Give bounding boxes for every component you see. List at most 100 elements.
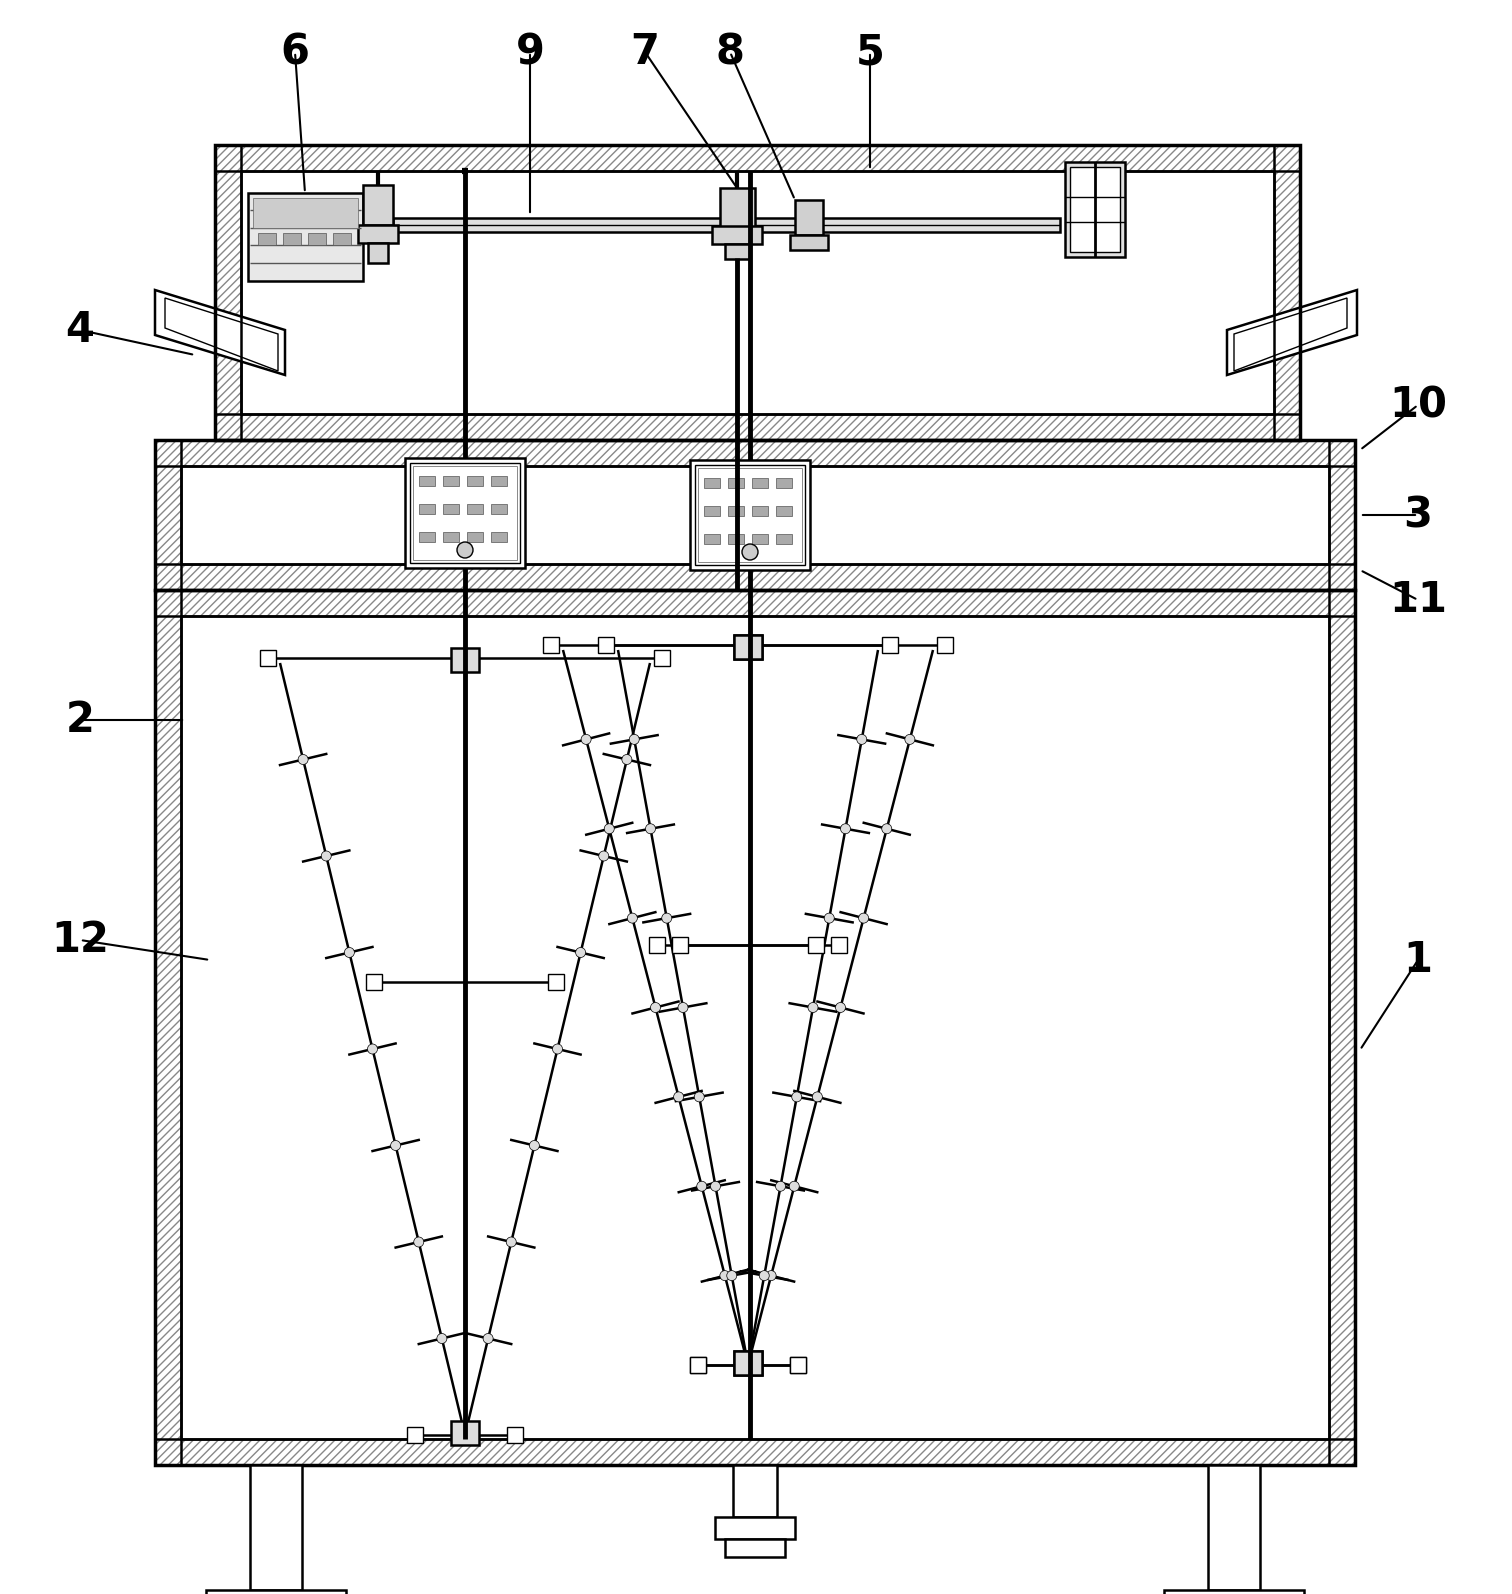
Bar <box>727 505 744 516</box>
Bar <box>715 1517 795 1538</box>
Circle shape <box>859 913 868 923</box>
Text: 1: 1 <box>1403 939 1432 980</box>
Bar <box>724 1538 785 1557</box>
Bar <box>733 1465 777 1517</box>
Circle shape <box>677 1003 688 1012</box>
Bar <box>156 564 1355 590</box>
Bar <box>367 242 389 263</box>
Circle shape <box>857 735 866 744</box>
Circle shape <box>457 542 473 558</box>
Bar <box>733 634 762 658</box>
Bar <box>1064 163 1125 257</box>
Bar <box>751 534 768 544</box>
Bar <box>215 145 1300 440</box>
Bar <box>1275 145 1300 440</box>
Bar <box>1329 440 1355 590</box>
Bar <box>1275 145 1300 440</box>
Bar <box>1164 1589 1303 1594</box>
Bar <box>358 225 398 242</box>
Circle shape <box>484 1334 493 1344</box>
Text: 9: 9 <box>516 30 544 73</box>
Bar <box>363 185 393 225</box>
Circle shape <box>646 824 656 834</box>
Circle shape <box>881 824 892 834</box>
Bar <box>776 478 792 488</box>
Bar <box>491 477 507 486</box>
Circle shape <box>767 1270 776 1280</box>
Bar <box>249 1465 302 1589</box>
Circle shape <box>904 735 915 744</box>
Bar <box>699 469 801 563</box>
Circle shape <box>650 1003 661 1012</box>
Circle shape <box>629 735 640 744</box>
Bar <box>491 504 507 513</box>
Bar <box>1329 440 1355 590</box>
Circle shape <box>841 824 850 834</box>
Bar <box>507 1427 523 1443</box>
Circle shape <box>627 913 638 923</box>
Bar <box>937 638 953 654</box>
Bar <box>156 590 1355 1465</box>
Text: 12: 12 <box>51 920 109 961</box>
Text: 10: 10 <box>1390 384 1447 426</box>
Circle shape <box>742 544 758 559</box>
Bar <box>283 233 301 245</box>
Bar <box>156 440 1355 590</box>
Bar <box>832 937 847 953</box>
Bar <box>689 1356 706 1372</box>
Circle shape <box>367 1044 378 1054</box>
Circle shape <box>437 1334 448 1344</box>
Polygon shape <box>1228 290 1356 375</box>
Circle shape <box>529 1140 540 1151</box>
Bar <box>260 650 277 666</box>
Bar <box>308 233 327 245</box>
Bar <box>451 649 479 673</box>
Bar <box>215 145 240 440</box>
Bar <box>248 193 363 281</box>
Bar <box>1208 1465 1259 1589</box>
Circle shape <box>552 1044 562 1054</box>
Bar <box>733 1352 762 1376</box>
Bar <box>443 532 460 542</box>
Bar <box>712 226 762 244</box>
Bar <box>689 1356 706 1372</box>
Bar <box>240 171 1275 414</box>
Polygon shape <box>1234 298 1347 371</box>
Bar <box>751 478 768 488</box>
Circle shape <box>414 1237 423 1247</box>
Bar <box>443 477 460 486</box>
Circle shape <box>807 1003 818 1012</box>
Bar <box>407 1427 423 1443</box>
Bar <box>547 974 564 990</box>
Bar <box>405 457 525 567</box>
Bar <box>413 465 517 559</box>
Circle shape <box>697 1181 706 1191</box>
Circle shape <box>720 1270 730 1280</box>
Bar <box>215 414 1300 440</box>
Bar <box>543 638 559 654</box>
Bar <box>333 233 351 245</box>
Bar <box>491 532 507 542</box>
Bar <box>419 477 435 486</box>
Bar <box>705 534 720 544</box>
Bar <box>733 634 762 658</box>
Text: 7: 7 <box>631 30 659 73</box>
Circle shape <box>836 1003 845 1012</box>
Bar <box>776 534 792 544</box>
Circle shape <box>694 1092 705 1101</box>
Bar <box>655 650 670 666</box>
Circle shape <box>824 913 835 923</box>
Bar <box>156 590 1355 615</box>
Circle shape <box>599 851 609 861</box>
Polygon shape <box>165 298 278 371</box>
Circle shape <box>621 754 632 765</box>
Bar <box>215 145 1300 171</box>
Bar <box>789 234 829 250</box>
Bar <box>649 937 665 953</box>
Bar <box>467 477 482 486</box>
Bar <box>724 244 750 258</box>
Bar <box>156 590 181 1465</box>
Bar <box>467 532 482 542</box>
Bar <box>215 145 1300 171</box>
Text: 11: 11 <box>1390 579 1447 622</box>
